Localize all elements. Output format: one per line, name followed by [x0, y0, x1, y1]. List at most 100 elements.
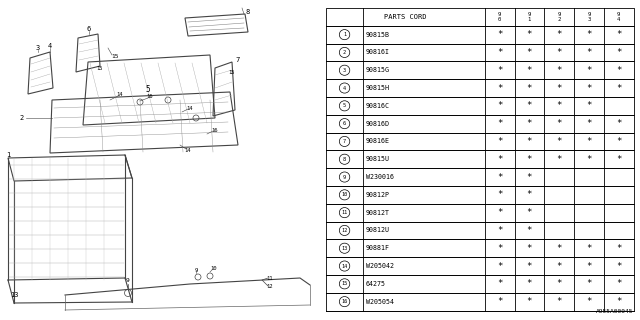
Text: 9: 9	[195, 268, 198, 273]
Text: *: *	[616, 244, 621, 253]
Text: 15: 15	[111, 54, 119, 60]
Text: 2: 2	[343, 50, 346, 55]
Text: *: *	[497, 30, 502, 39]
Text: *: *	[557, 84, 562, 92]
Text: *: *	[586, 30, 591, 39]
Text: *: *	[497, 244, 502, 253]
Text: *: *	[527, 155, 532, 164]
Text: *: *	[497, 279, 502, 288]
Text: 90812T: 90812T	[366, 210, 390, 216]
Text: *: *	[527, 190, 532, 199]
Text: *: *	[557, 155, 562, 164]
Text: *: *	[557, 66, 562, 75]
Text: *: *	[497, 190, 502, 199]
Text: *: *	[527, 48, 532, 57]
Text: *: *	[586, 261, 591, 270]
Text: *: *	[497, 119, 502, 128]
Text: *: *	[527, 279, 532, 288]
Text: *: *	[616, 84, 621, 92]
Text: 7: 7	[343, 139, 346, 144]
Text: 1: 1	[343, 32, 346, 37]
Text: *: *	[586, 48, 591, 57]
Text: *: *	[586, 66, 591, 75]
Text: 9
0: 9 0	[498, 12, 501, 22]
Text: W230016: W230016	[366, 174, 394, 180]
Text: *: *	[527, 66, 532, 75]
Text: *: *	[616, 66, 621, 75]
Text: *: *	[616, 261, 621, 270]
Text: *: *	[497, 297, 502, 306]
Text: *: *	[527, 137, 532, 146]
Text: 90816I: 90816I	[366, 49, 390, 55]
Text: 16: 16	[147, 94, 153, 100]
Text: *: *	[586, 84, 591, 92]
Text: *: *	[497, 101, 502, 110]
Text: *: *	[497, 48, 502, 57]
Text: 16: 16	[212, 127, 218, 132]
Text: 90815G: 90815G	[366, 67, 390, 73]
Text: *: *	[586, 297, 591, 306]
Text: *: *	[586, 244, 591, 253]
Text: *: *	[527, 101, 532, 110]
Text: *: *	[497, 172, 502, 181]
Text: *: *	[616, 30, 621, 39]
Text: *: *	[527, 226, 532, 235]
Text: 2: 2	[20, 115, 24, 121]
Text: *: *	[557, 261, 562, 270]
Text: 9: 9	[126, 277, 130, 283]
Text: 6: 6	[87, 26, 91, 32]
Text: *: *	[557, 279, 562, 288]
Text: 9
2: 9 2	[557, 12, 561, 22]
Text: 5: 5	[343, 103, 346, 108]
Text: 90815B: 90815B	[366, 32, 390, 38]
Text: *: *	[497, 226, 502, 235]
Text: *: *	[557, 297, 562, 306]
Text: *: *	[527, 84, 532, 92]
Text: *: *	[616, 155, 621, 164]
Text: *: *	[586, 101, 591, 110]
Text: 64275: 64275	[366, 281, 386, 287]
Text: 90812U: 90812U	[366, 228, 390, 233]
Text: *: *	[616, 48, 621, 57]
Text: 4: 4	[48, 43, 52, 49]
Text: *: *	[497, 208, 502, 217]
Text: 90815H: 90815H	[366, 85, 390, 91]
Text: 15: 15	[228, 69, 236, 75]
Text: 14: 14	[187, 106, 193, 110]
Text: 3: 3	[343, 68, 346, 73]
Text: *: *	[497, 155, 502, 164]
Text: 12: 12	[341, 228, 348, 233]
Text: *: *	[557, 30, 562, 39]
Text: 14: 14	[341, 264, 348, 268]
Text: 14: 14	[116, 92, 124, 98]
Text: 90812P: 90812P	[366, 192, 390, 198]
Text: *: *	[557, 244, 562, 253]
Text: *: *	[497, 66, 502, 75]
Text: 13: 13	[341, 246, 348, 251]
Text: 8: 8	[246, 9, 250, 15]
Text: A955A00045: A955A00045	[596, 308, 634, 314]
Text: 15: 15	[341, 281, 348, 286]
Text: 90816E: 90816E	[366, 139, 390, 144]
Text: *: *	[497, 261, 502, 270]
Text: *: *	[527, 261, 532, 270]
Text: 9
4: 9 4	[617, 12, 620, 22]
Text: W205042: W205042	[366, 263, 394, 269]
Text: 11: 11	[267, 276, 273, 281]
Text: 90881F: 90881F	[366, 245, 390, 251]
Text: 3: 3	[36, 45, 40, 51]
Text: 4: 4	[343, 85, 346, 91]
Text: *: *	[557, 119, 562, 128]
Text: *: *	[527, 208, 532, 217]
Text: 90815U: 90815U	[366, 156, 390, 162]
Text: 1: 1	[6, 152, 10, 158]
Text: PARTS CORD: PARTS CORD	[384, 14, 427, 20]
Text: W205054: W205054	[366, 299, 394, 305]
Text: 10: 10	[211, 267, 217, 271]
Text: *: *	[616, 137, 621, 146]
Text: 9: 9	[343, 174, 346, 180]
Text: 90816C: 90816C	[366, 103, 390, 109]
Text: 13: 13	[10, 292, 19, 298]
Text: 8: 8	[343, 157, 346, 162]
Text: *: *	[586, 137, 591, 146]
